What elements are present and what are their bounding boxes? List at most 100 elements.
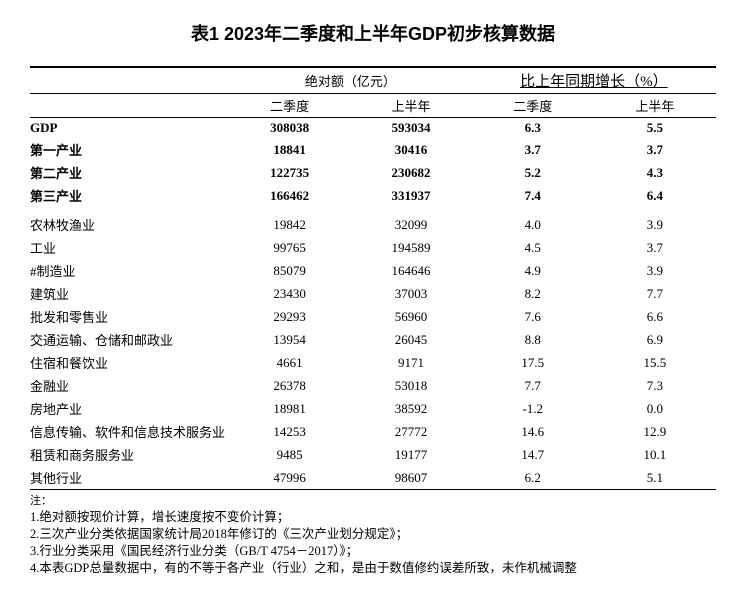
cell-g-q2: 6.3	[472, 118, 594, 139]
col-abs-h1: 上半年	[350, 94, 471, 118]
table-row: 第二产业1227352306825.24.3	[30, 161, 716, 184]
cell-abs-h1: 56960	[350, 305, 471, 328]
cell-abs-h1: 331937	[350, 184, 471, 207]
label: 住宿和餐饮业	[30, 351, 229, 374]
label: 房地产业	[30, 397, 229, 420]
label: 信息传输、软件和信息技术服务业	[30, 420, 229, 443]
label: 其他行业	[30, 466, 229, 490]
cell-g-h1: 5.1	[594, 466, 716, 490]
cell-abs-h1: 230682	[350, 161, 471, 184]
table-row: 工业997651945894.53.7	[30, 236, 716, 259]
label: 批发和零售业	[30, 305, 229, 328]
cell-abs-h1: 26045	[350, 328, 471, 351]
cell-g-q2: 5.2	[472, 161, 594, 184]
note-4: 4.本表GDP总量数据中，有的不等于各产业（行业）之和，是由于数值修约误差所致，…	[30, 561, 577, 575]
cell-abs-h1: 37003	[350, 282, 471, 305]
cell-g-q2: 7.6	[472, 305, 594, 328]
cell-abs-q2: 47996	[229, 466, 350, 490]
label: #制造业	[30, 259, 229, 282]
table-row: 农林牧渔业19842320994.03.9	[30, 213, 716, 236]
abs-group-header: 绝对额（亿元）	[229, 67, 472, 94]
cell-g-h1: 3.9	[594, 213, 716, 236]
cell-abs-q2: 85079	[229, 259, 350, 282]
cell-abs-q2: 9485	[229, 443, 350, 466]
table-row: 住宿和餐饮业4661917117.515.5	[30, 351, 716, 374]
note-2: 2.三次产业分类依据国家统计局2018年修订的《三次产业划分规定》；	[30, 527, 408, 541]
label: 交通运输、仓储和邮政业	[30, 328, 229, 351]
table-row: 建筑业23430370038.27.7	[30, 282, 716, 305]
cell-g-h1: 10.1	[594, 443, 716, 466]
blank-subheader	[30, 94, 229, 118]
label: 第二产业	[30, 161, 229, 184]
table-row: 交通运输、仓储和邮政业13954260458.86.9	[30, 328, 716, 351]
cell-abs-h1: 9171	[350, 351, 471, 374]
cell-abs-q2: 166462	[229, 184, 350, 207]
note-1: 1.绝对额按现价计算，增长速度按不变价计算；	[30, 510, 289, 524]
cell-g-q2: 4.5	[472, 236, 594, 259]
cell-g-q2: -1.2	[472, 397, 594, 420]
cell-abs-q2: 29293	[229, 305, 350, 328]
cell-abs-h1: 53018	[350, 374, 471, 397]
table-row: 信息传输、软件和信息技术服务业142532777214.612.9	[30, 420, 716, 443]
cell-g-h1: 6.6	[594, 305, 716, 328]
label: 农林牧渔业	[30, 213, 229, 236]
cell-g-h1: 4.3	[594, 161, 716, 184]
cell-abs-q2: 13954	[229, 328, 350, 351]
note-3: 3.行业分类采用《国民经济行业分类（GB/T 4754－2017）》；	[30, 544, 358, 558]
cell-abs-q2: 99765	[229, 236, 350, 259]
cell-g-q2: 6.2	[472, 466, 594, 490]
cell-g-h1: 15.5	[594, 351, 716, 374]
cell-g-h1: 6.9	[594, 328, 716, 351]
table-row: 批发和零售业29293569607.66.6	[30, 305, 716, 328]
table-title: 表1 2023年二季度和上半年GDP初步核算数据	[30, 20, 716, 46]
cell-g-h1: 12.9	[594, 420, 716, 443]
cell-abs-h1: 38592	[350, 397, 471, 420]
cell-g-q2: 8.8	[472, 328, 594, 351]
cell-abs-h1: 164646	[350, 259, 471, 282]
cell-g-q2: 3.7	[472, 138, 594, 161]
col-g-q2: 二季度	[472, 94, 594, 118]
col-g-h1: 上半年	[594, 94, 716, 118]
cell-abs-q2: 18841	[229, 138, 350, 161]
cell-abs-h1: 593034	[350, 118, 471, 139]
table-row: 第三产业1664623319377.46.4	[30, 184, 716, 207]
table-row: 其他行业47996986076.25.1	[30, 466, 716, 490]
cell-g-q2: 17.5	[472, 351, 594, 374]
cell-abs-h1: 27772	[350, 420, 471, 443]
growth-group-header: 比上年同期增长（%）	[472, 67, 716, 94]
cell-g-h1: 5.5	[594, 118, 716, 139]
cell-abs-h1: 98607	[350, 466, 471, 490]
label: GDP	[30, 118, 229, 139]
table-row: 第一产业18841304163.73.7	[30, 138, 716, 161]
table-row: 金融业26378530187.77.3	[30, 374, 716, 397]
table-row: 房地产业1898138592-1.20.0	[30, 397, 716, 420]
label: 金融业	[30, 374, 229, 397]
cell-abs-h1: 32099	[350, 213, 471, 236]
label: 第一产业	[30, 138, 229, 161]
cell-abs-q2: 14253	[229, 420, 350, 443]
blank-header	[30, 67, 229, 94]
cell-abs-h1: 19177	[350, 443, 471, 466]
cell-abs-q2: 122735	[229, 161, 350, 184]
cell-g-q2: 7.7	[472, 374, 594, 397]
cell-abs-q2: 308038	[229, 118, 350, 139]
table-row: #制造业850791646464.93.9	[30, 259, 716, 282]
cell-abs-q2: 18981	[229, 397, 350, 420]
footnotes: 注： 1.绝对额按现价计算，增长速度按不变价计算； 2.三次产业分类依据国家统计…	[30, 492, 716, 576]
table-row: 租赁和商务服务业94851917714.710.1	[30, 443, 716, 466]
cell-g-h1: 3.9	[594, 259, 716, 282]
cell-g-q2: 14.7	[472, 443, 594, 466]
cell-abs-q2: 19842	[229, 213, 350, 236]
label: 工业	[30, 236, 229, 259]
cell-abs-h1: 194589	[350, 236, 471, 259]
cell-g-h1: 7.3	[594, 374, 716, 397]
cell-g-q2: 8.2	[472, 282, 594, 305]
label: 租赁和商务服务业	[30, 443, 229, 466]
notes-label: 注：	[30, 495, 52, 507]
label: 建筑业	[30, 282, 229, 305]
cell-abs-q2: 23430	[229, 282, 350, 305]
cell-g-h1: 3.7	[594, 236, 716, 259]
col-abs-q2: 二季度	[229, 94, 350, 118]
cell-abs-q2: 26378	[229, 374, 350, 397]
cell-g-h1: 6.4	[594, 184, 716, 207]
